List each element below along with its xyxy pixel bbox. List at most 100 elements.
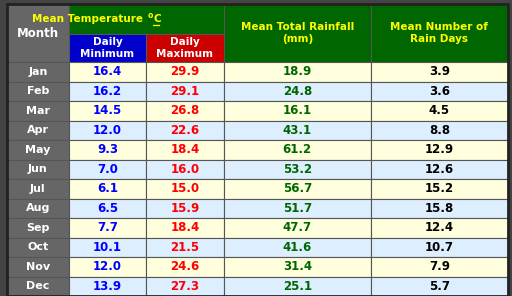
Bar [224, 4, 371, 62]
Text: Jan: Jan [28, 67, 48, 77]
Bar [371, 199, 508, 218]
Bar [69, 218, 146, 237]
Bar [224, 237, 371, 257]
Text: 7.7: 7.7 [97, 221, 118, 234]
Bar [224, 140, 371, 160]
Bar [146, 199, 224, 218]
Text: 16.1: 16.1 [283, 104, 312, 117]
Text: 16.4: 16.4 [93, 65, 122, 78]
Text: 16.0: 16.0 [170, 163, 200, 176]
Bar [371, 179, 508, 199]
Bar [146, 160, 224, 179]
Text: 15.8: 15.8 [425, 202, 454, 215]
Text: 10.7: 10.7 [425, 241, 454, 254]
Text: 16.2: 16.2 [93, 85, 122, 98]
Bar [371, 218, 508, 237]
Bar [7, 101, 69, 120]
Bar [371, 257, 508, 276]
Text: 12.4: 12.4 [425, 221, 454, 234]
Text: Month: Month [17, 27, 59, 39]
Bar [7, 4, 69, 62]
Text: 13.9: 13.9 [93, 280, 122, 293]
Text: 15.2: 15.2 [425, 182, 454, 195]
Bar [7, 276, 69, 296]
Text: 56.7: 56.7 [283, 182, 312, 195]
Text: 5.7: 5.7 [429, 280, 450, 293]
Bar [371, 101, 508, 120]
Bar [146, 34, 224, 62]
Text: Daily
Minimum: Daily Minimum [80, 37, 135, 59]
Bar [69, 34, 146, 62]
Text: 3.6: 3.6 [429, 85, 450, 98]
Bar [224, 276, 371, 296]
Text: 22.6: 22.6 [170, 124, 200, 137]
Bar [69, 179, 146, 199]
Text: Apr: Apr [27, 125, 49, 135]
Bar [69, 4, 224, 34]
Bar [224, 101, 371, 120]
Text: 27.3: 27.3 [170, 280, 200, 293]
Bar [146, 62, 224, 81]
Text: Feb: Feb [27, 86, 49, 96]
Text: Jul: Jul [30, 184, 46, 194]
Text: 12.9: 12.9 [425, 143, 454, 156]
Text: 31.4: 31.4 [283, 260, 312, 273]
Text: 21.5: 21.5 [170, 241, 200, 254]
Bar [224, 199, 371, 218]
Bar [146, 140, 224, 160]
Bar [7, 199, 69, 218]
Text: 61.2: 61.2 [283, 143, 312, 156]
Text: 29.1: 29.1 [170, 85, 200, 98]
Text: Mean Number of
Rain Days: Mean Number of Rain Days [391, 22, 488, 44]
Text: 41.6: 41.6 [283, 241, 312, 254]
Bar [146, 120, 224, 140]
Text: 15.0: 15.0 [170, 182, 200, 195]
Bar [224, 257, 371, 276]
Bar [7, 120, 69, 140]
Text: Jun: Jun [28, 164, 48, 174]
Text: 4.5: 4.5 [429, 104, 450, 117]
Bar [371, 160, 508, 179]
Bar [224, 179, 371, 199]
Text: May: May [25, 145, 51, 155]
Text: 8.8: 8.8 [429, 124, 450, 137]
Text: 25.1: 25.1 [283, 280, 312, 293]
Bar [7, 81, 69, 101]
Bar [371, 276, 508, 296]
Bar [69, 81, 146, 101]
Bar [224, 62, 371, 81]
Text: 29.9: 29.9 [170, 65, 200, 78]
Text: Sep: Sep [26, 223, 50, 233]
Bar [371, 62, 508, 81]
Bar [371, 237, 508, 257]
Bar [69, 160, 146, 179]
Bar [146, 237, 224, 257]
Text: 9.3: 9.3 [97, 143, 118, 156]
Bar [224, 81, 371, 101]
Bar [69, 140, 146, 160]
Bar [69, 120, 146, 140]
Bar [7, 218, 69, 237]
Bar [224, 218, 371, 237]
Text: 12.6: 12.6 [425, 163, 454, 176]
Bar [69, 62, 146, 81]
Bar [371, 140, 508, 160]
Bar [69, 101, 146, 120]
Bar [69, 199, 146, 218]
Text: Aug: Aug [26, 203, 50, 213]
Bar [7, 140, 69, 160]
Bar [7, 237, 69, 257]
Text: Mean Temperature: Mean Temperature [32, 14, 146, 24]
Bar [69, 257, 146, 276]
Text: Mar: Mar [26, 106, 50, 116]
Text: 7.0: 7.0 [97, 163, 118, 176]
Bar [7, 257, 69, 276]
Bar [224, 120, 371, 140]
Bar [371, 81, 508, 101]
Text: 26.8: 26.8 [170, 104, 200, 117]
Text: 18.9: 18.9 [283, 65, 312, 78]
Text: Oct: Oct [27, 242, 49, 252]
Bar [7, 160, 69, 179]
Bar [69, 276, 146, 296]
Text: 10.1: 10.1 [93, 241, 122, 254]
